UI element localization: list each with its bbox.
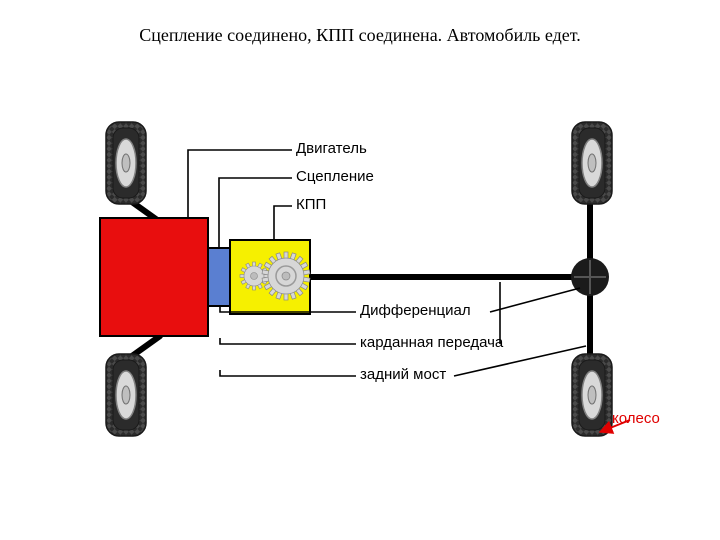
label-rear-axle: задний мост	[360, 366, 446, 384]
label-driveshaft: карданная передача	[360, 334, 503, 352]
rear-left-wheel	[572, 122, 612, 204]
drivetrain-diagram: Двигатель Сцепление КПП Дифференциал кар…	[60, 100, 680, 500]
label-clutch: Сцепление	[296, 168, 374, 186]
engine-block	[100, 218, 208, 336]
clutch-block	[208, 248, 230, 306]
differential-node	[571, 258, 609, 296]
front-right-wheel	[106, 354, 146, 436]
label-engine: Двигатель	[296, 140, 367, 158]
label-gearbox: КПП	[296, 196, 326, 214]
diagram-svg	[60, 100, 680, 500]
label-wheel: колесо	[612, 410, 660, 428]
page-title: Сцепление соединено, КПП соединена. Авто…	[0, 25, 720, 46]
gear-large-icon	[262, 252, 310, 300]
front-left-wheel	[106, 122, 146, 204]
label-differential: Дифференциал	[360, 302, 471, 320]
rear-right-wheel	[572, 354, 612, 436]
